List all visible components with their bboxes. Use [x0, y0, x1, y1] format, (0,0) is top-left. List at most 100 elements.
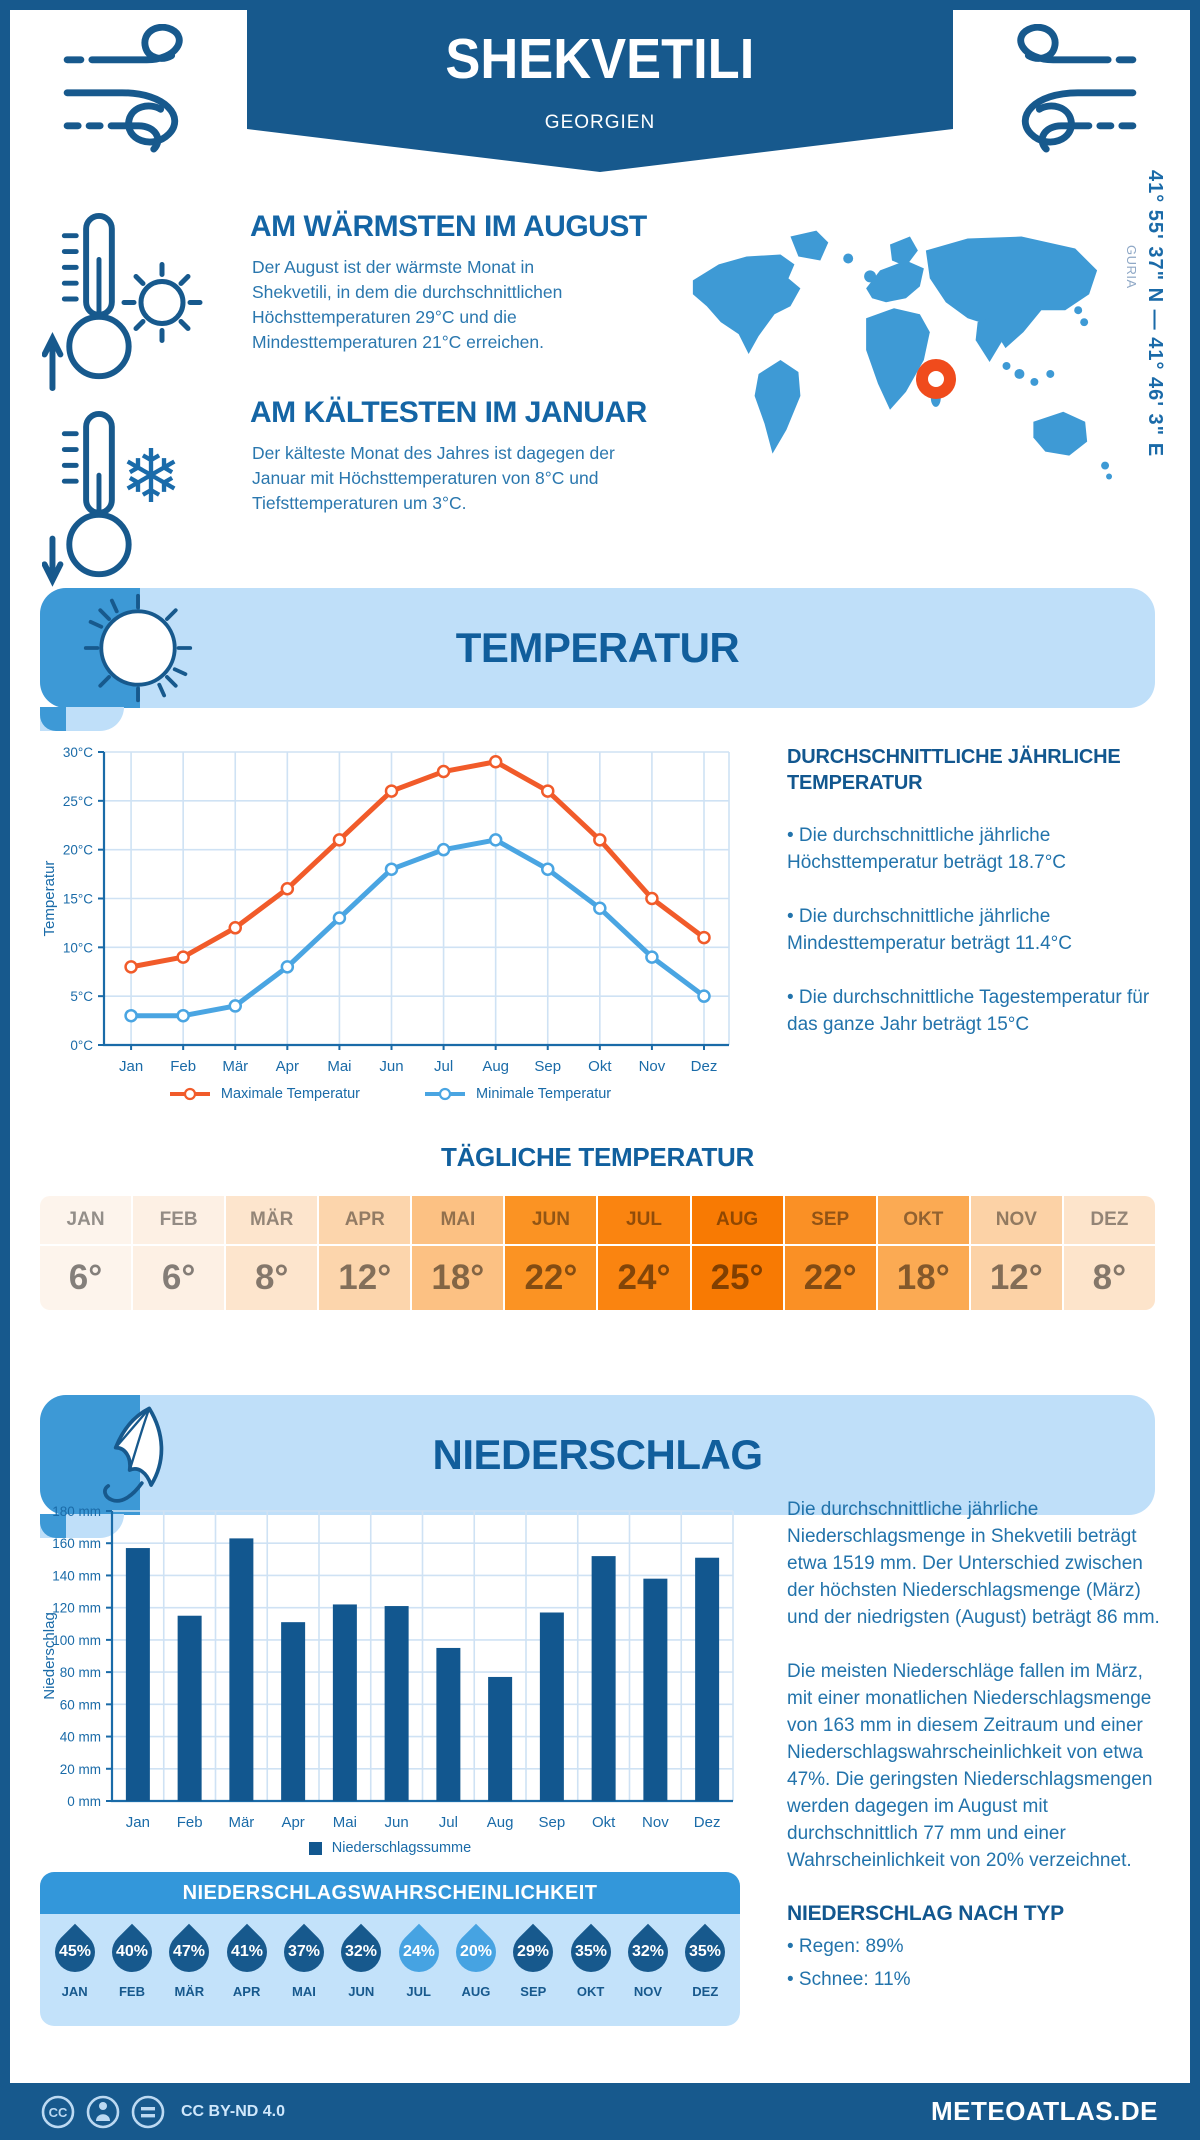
precipitation-banner-title: NIEDERSCHLAG	[432, 1431, 763, 1478]
precipitation-type-item: • Regen: 89%	[787, 1936, 904, 1957]
daily-month-label: DEZ	[1063, 1196, 1155, 1244]
daily-temperature-value: 12°	[970, 1246, 1062, 1310]
temperature-banner-sun-icon	[83, 593, 193, 703]
legend-item: Maximale Temperatur	[169, 1086, 360, 1102]
precipitation-paragraphs: Die durchschnittliche jährliche Niedersc…	[787, 1496, 1165, 1874]
precipitation-text-column: Die durchschnittliche jährliche Niedersc…	[787, 1496, 1165, 1999]
daily-month-label: JUN	[505, 1196, 597, 1244]
svg-text:Feb: Feb	[170, 1058, 196, 1075]
daily-temperature-value: 24°	[598, 1246, 690, 1310]
thermometer-down-icon	[42, 410, 132, 587]
probability-value: 24%	[402, 1943, 435, 1960]
droplet-icon: 35%	[562, 1923, 619, 1981]
daily-month-label: AUG	[691, 1196, 783, 1244]
probability-droplet-column: 47% MÄR	[161, 1920, 218, 2026]
svg-text:Jul: Jul	[439, 1814, 458, 1831]
probability-month-label: MÄR	[174, 1984, 205, 1999]
probability-value: 45%	[58, 1943, 91, 1960]
legend-label: Maximale Temperatur	[220, 1086, 361, 1102]
umbrella-icon	[103, 1406, 164, 1503]
temperature-banner: TEMPERATUR	[40, 588, 1155, 708]
droplet-icon: 40%	[103, 1923, 161, 1981]
daily-month-label: JUL	[598, 1196, 690, 1244]
daily-month-label: FEB	[133, 1196, 225, 1244]
legend-label: Niederschlagssumme	[331, 1840, 472, 1856]
svg-text:0°C: 0°C	[70, 1038, 93, 1053]
svg-text:Nov: Nov	[642, 1814, 669, 1831]
svg-text:Okt: Okt	[592, 1814, 616, 1831]
probability-value: 20%	[459, 1943, 492, 1960]
site-label: METEOATLAS.DE	[930, 2096, 1158, 2126]
temperature-banner-title: TEMPERATUR	[455, 624, 740, 671]
svg-text:Apr: Apr	[281, 1814, 304, 1831]
probability-month-label: APR	[232, 1984, 261, 1999]
license-icons: CC CC BY-ND 4.0	[40, 2094, 285, 2130]
legend-item: Minimale Temperatur	[424, 1086, 611, 1102]
daily-temperature-cell: OKT 18°	[877, 1196, 969, 1310]
svg-text:Sep: Sep	[534, 1058, 561, 1075]
daily-temperature-value: 22°	[505, 1246, 597, 1310]
droplet-icon: 35%	[676, 1923, 734, 1981]
daily-month-label: OKT	[877, 1196, 969, 1244]
daily-temperature-value: 25°	[691, 1246, 783, 1310]
daily-temperature-cell: NOV 12°	[970, 1196, 1062, 1310]
probability-month-label: SEP	[520, 1984, 547, 1999]
annual-temperature-heading: DURCHSCHNITTLICHE JÄHRLICHE TEMPERATUR	[787, 746, 1121, 794]
coldest-heading: AM KÄLTESTEN IM JANUAR	[250, 396, 647, 429]
probability-droplet-column: 41% APR	[218, 1920, 275, 2026]
svg-text:Dez: Dez	[694, 1814, 721, 1831]
svg-text:Mai: Mai	[333, 1814, 357, 1831]
probability-month-label: MAI	[292, 1984, 316, 1999]
sun-icon	[121, 262, 203, 343]
temperature-chart-legend: Maximale Temperatur Minimale Temperatur	[40, 1086, 740, 1102]
precipitation-paragraph: Die durchschnittliche jährliche Niedersc…	[787, 1499, 1160, 1628]
precipitation-banner-tail	[40, 1514, 124, 1538]
daily-temperature-value: 8°	[1063, 1246, 1155, 1310]
probability-droplet-column: 45% JAN	[46, 1920, 103, 2026]
daily-temperature-cell: AUG 25°	[691, 1196, 783, 1310]
droplet-icon: 20%	[447, 1923, 505, 1981]
probability-droplet-column: 32% JUN	[333, 1920, 390, 2026]
daily-temperature-value: 6°	[40, 1246, 132, 1310]
header-banner: SHEKVETILI GEORGIEN	[247, 0, 953, 172]
footer: CC CC BY-ND 4.0 METEOATLAS.DE	[0, 2083, 1200, 2140]
probability-droplet-column: 40% FEB	[103, 1920, 161, 2026]
probability-droplet-column: 20% AUG	[447, 1920, 505, 2026]
probability-month-label: FEB	[118, 1984, 145, 1999]
annual-temperature-column: DURCHSCHNITTLICHE JÄHRLICHE TEMPERATUR •…	[787, 744, 1162, 1065]
precipitation-paragraph: Die meisten Niederschläge fallen im März…	[787, 1661, 1153, 1871]
daily-temperature-table: JAN 6° FEB 6° MÄR 8° APR 12° MAI 18° JUN 22° JUL 24° A…	[40, 1196, 1155, 1310]
probability-month-label: JUL	[406, 1984, 431, 1999]
legend-marker	[308, 1841, 322, 1855]
svg-text:Okt: Okt	[588, 1058, 612, 1075]
precipitation-banner-accent	[40, 1395, 140, 1515]
legend-marker	[425, 1087, 466, 1101]
daily-temperature-cell: JUN 22°	[505, 1196, 597, 1310]
precipitation-type-list: • Regen: 89% • Schnee: 11%	[787, 1933, 1165, 1993]
annual-temperature-bullets: • Die durchschnittliche jährliche Höchst…	[787, 822, 1162, 1038]
probability-month-label: AUG	[461, 1984, 491, 1999]
probability-value: 32%	[631, 1943, 664, 1960]
droplet-icon: 32%	[619, 1923, 677, 1981]
page-title: SHEKVETILI	[445, 27, 755, 91]
daily-temperature-title: TÄGLICHE TEMPERATUR	[440, 1142, 755, 1172]
svg-text:0 mm: 0 mm	[67, 1794, 101, 1809]
precipitation-banner: NIEDERSCHLAG	[40, 1395, 1155, 1515]
svg-text:30°C: 30°C	[63, 745, 93, 760]
svg-text:25°C: 25°C	[63, 794, 93, 809]
svg-text:40 mm: 40 mm	[60, 1730, 101, 1745]
daily-month-label: MÄR	[226, 1196, 318, 1244]
annual-temperature-bullet: • Die durchschnittliche jährliche Mindes…	[787, 906, 1072, 954]
probability-month-label: JUN	[348, 1984, 375, 1999]
svg-text:Niederschlag: Niederschlag	[41, 1612, 58, 1700]
svg-text:Jul: Jul	[434, 1058, 453, 1075]
location-marker	[916, 359, 956, 399]
droplet-icon: 29%	[504, 1923, 562, 1981]
daily-temperature-value: 22°	[784, 1246, 876, 1310]
precipitation-chart-legend: Niederschlagssumme	[40, 1840, 740, 1856]
svg-text:Aug: Aug	[487, 1814, 514, 1831]
probability-droplet-column: 32% NOV	[619, 1920, 677, 2026]
svg-text:10°C: 10°C	[63, 940, 93, 955]
probability-title: NIEDERSCHLAGSWAHRSCHEINLICHKEIT	[40, 1872, 740, 1914]
svg-text:Temperatur: Temperatur	[41, 861, 58, 937]
